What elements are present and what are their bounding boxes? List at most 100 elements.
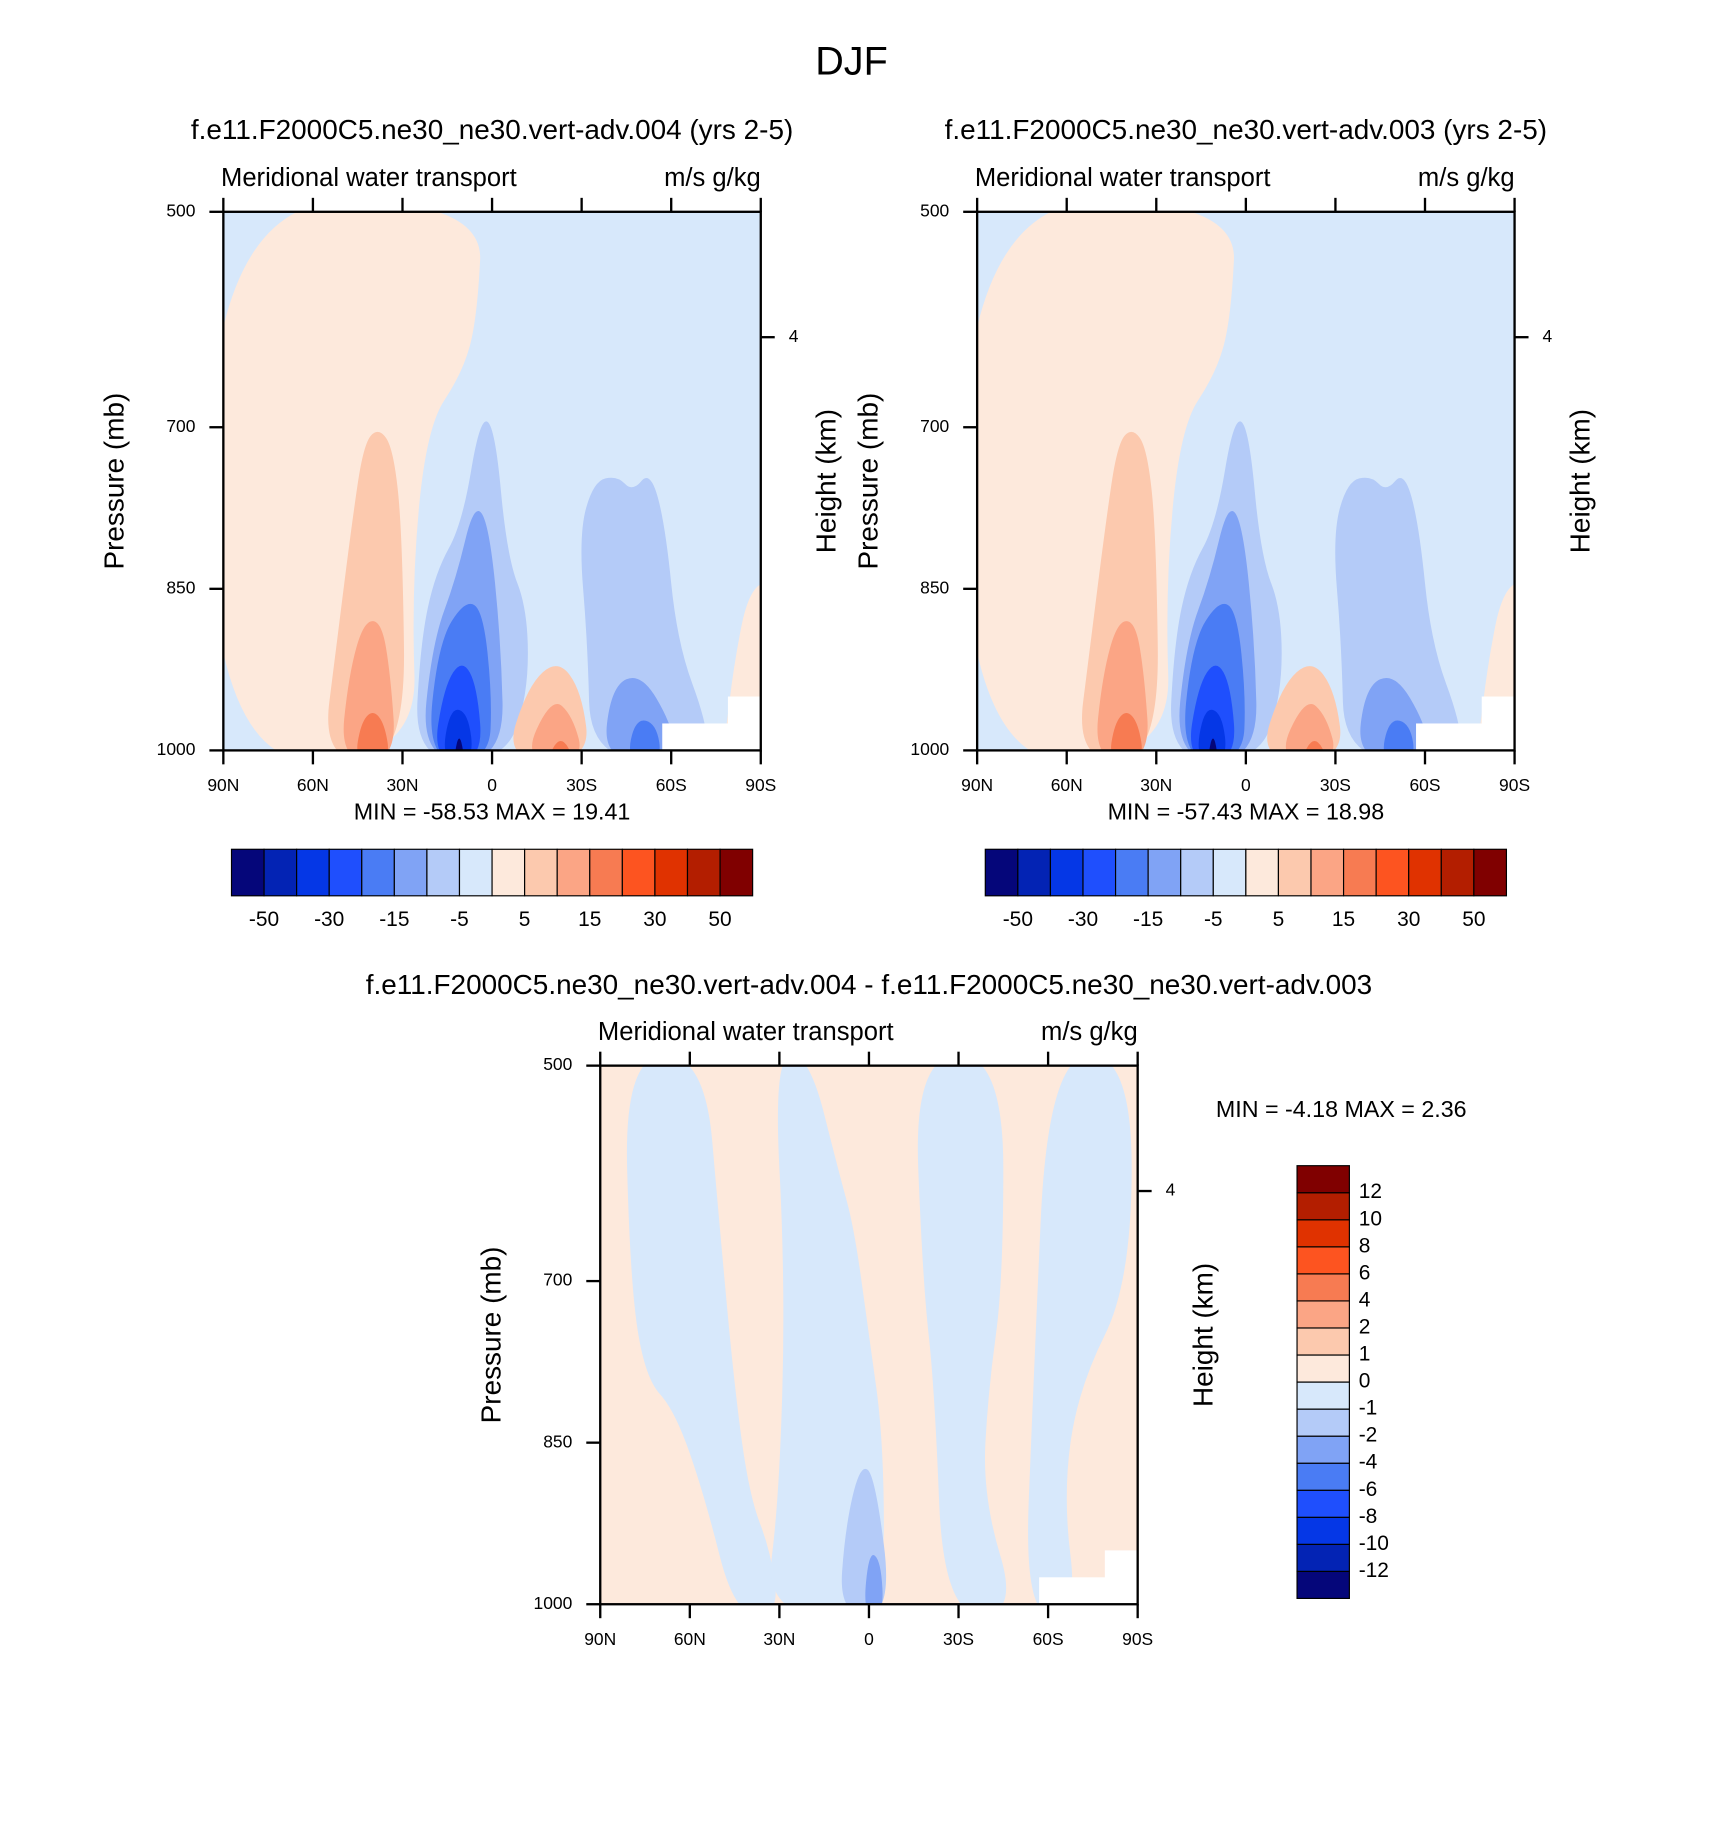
- colorbar-box: [1296, 1543, 1350, 1572]
- panel-title: f.e11.F2000C5.ne30_ne30.vert-adv.004 (yr…: [191, 114, 793, 145]
- x-tick-label: 90N: [961, 775, 993, 795]
- colorbar-box: [1296, 1435, 1350, 1464]
- colorbar-label: 30: [1397, 908, 1420, 931]
- contour-fill: [1097, 621, 1148, 751]
- x-tick-label: 90S: [1499, 775, 1530, 795]
- colorbar-box: [719, 848, 754, 897]
- y-tick-label: 700: [543, 1270, 572, 1290]
- colorbar-box: [1296, 1354, 1350, 1383]
- colorbar-box: [1375, 848, 1410, 897]
- x-tick-label: 60S: [656, 775, 687, 795]
- colorbar-box: [1017, 848, 1052, 897]
- colorbar-label: -6: [1359, 1478, 1378, 1501]
- colorbar-box: [1296, 1489, 1350, 1518]
- colorbar-label: -30: [314, 908, 344, 931]
- contour-fill: [1360, 678, 1429, 751]
- colorbar-label: 30: [643, 908, 666, 931]
- colorbar-box: [1342, 848, 1377, 897]
- colorbar-box: [458, 848, 493, 897]
- x-tick-label: 30N: [1140, 775, 1172, 795]
- x-tick-label: 30S: [1320, 775, 1351, 795]
- colorbar-label: -30: [1068, 908, 1098, 931]
- colorbar-label: -12: [1359, 1559, 1389, 1582]
- x-tick-label: 0: [1241, 775, 1251, 795]
- colorbar-box: [556, 848, 591, 897]
- colorbar-box: [296, 848, 330, 897]
- colorbar-box: [1296, 1516, 1350, 1545]
- x-tick-label: 90S: [745, 775, 776, 795]
- colorbar-label: 8: [1359, 1234, 1371, 1257]
- contour-fill: [343, 621, 394, 751]
- y-tick-label: 1000: [534, 1593, 573, 1613]
- x-tick-label: 90N: [207, 775, 239, 795]
- colorbar-box: [686, 848, 721, 897]
- y2-axis-label: Height (km): [811, 409, 842, 553]
- colorbar-box: [1296, 1246, 1350, 1275]
- contour-fill: [626, 1065, 776, 1605]
- colorbar-box: [1212, 848, 1247, 897]
- y2-tick-label: 4: [1166, 1180, 1176, 1200]
- contour-fill: [606, 678, 675, 751]
- contour-fill: [917, 1065, 1007, 1605]
- colorbar-box: [393, 848, 428, 897]
- colorbar-label: -8: [1359, 1505, 1378, 1528]
- colorbar-label: -50: [249, 908, 279, 931]
- contour-fill: [455, 738, 463, 751]
- contour-fill: [532, 704, 580, 751]
- colorbar-label: 6: [1359, 1261, 1371, 1284]
- colorbar-box: [1277, 848, 1312, 897]
- colorbar-box: [328, 848, 363, 897]
- contour-fill: [1335, 477, 1461, 751]
- x-tick-label: 30S: [943, 1629, 974, 1649]
- panel-title: f.e11.F2000C5.ne30_ne30.vert-adv.004 - f…: [366, 969, 1372, 1000]
- x-tick-label: 0: [487, 775, 497, 795]
- colorbar-box: [1440, 848, 1475, 897]
- x-tick-label: 60N: [297, 775, 329, 795]
- x-tick-label: 60S: [1033, 1629, 1064, 1649]
- x-tick-label: 30S: [566, 775, 597, 795]
- x-tick-label: 60N: [674, 1629, 706, 1649]
- colorbar-box: [1473, 848, 1508, 897]
- y2-tick-label: 4: [1542, 326, 1552, 346]
- y-tick-label: 850: [543, 1431, 572, 1451]
- contour-fill: [357, 712, 388, 751]
- panel: f.e11.F2000C5.ne30_ne30.vert-adv.004 (yr…: [99, 114, 842, 931]
- colorbar-box: [621, 848, 656, 897]
- y-axis-label: Pressure (mb): [99, 393, 130, 570]
- colorbar-box: [1180, 848, 1214, 897]
- colorbar-label: 12: [1359, 1180, 1382, 1203]
- colorbar-box: [1296, 1165, 1350, 1194]
- y2-axis-label: Height (km): [1564, 409, 1595, 553]
- colorbar-box: [491, 848, 526, 897]
- colorbar-box: [1147, 848, 1182, 897]
- x-tick-label: 0: [864, 1629, 874, 1649]
- y-tick-label: 700: [166, 416, 195, 436]
- panel-title: f.e11.F2000C5.ne30_ne30.vert-adv.003 (yr…: [945, 114, 1547, 145]
- colorbar-box: [984, 848, 1019, 897]
- colorbar-label: -15: [1133, 908, 1163, 931]
- contour-fill: [1305, 740, 1324, 751]
- figure-title: DJF: [815, 40, 888, 84]
- colorbar-label: 15: [1332, 908, 1355, 931]
- colorbar-box: [1296, 1408, 1350, 1437]
- colorbar-box: [1245, 848, 1280, 897]
- colorbar-label: 10: [1359, 1207, 1382, 1230]
- colorbar-box: [1296, 1219, 1350, 1248]
- colorbar-box: [1310, 848, 1345, 897]
- right-string: m/s g/kg: [1418, 164, 1515, 192]
- contour-fill: [1285, 704, 1334, 751]
- x-tick-label: 90N: [584, 1629, 616, 1649]
- contour-fill: [1028, 1065, 1132, 1605]
- colorbar-box: [1082, 848, 1117, 897]
- colorbar-label: 5: [1273, 908, 1285, 931]
- panel: f.e11.F2000C5.ne30_ne30.vert-adv.004 - f…: [366, 969, 1467, 1649]
- y-axis-label: Pressure (mb): [852, 393, 883, 570]
- colorbar-label: -1: [1359, 1397, 1378, 1420]
- colorbar-box: [263, 848, 298, 897]
- colorbar-box: [1296, 1462, 1350, 1491]
- x-tick-label: 60N: [1051, 775, 1083, 795]
- colorbar-label: -10: [1359, 1532, 1389, 1555]
- colorbar-box: [361, 848, 395, 897]
- y-tick-label: 850: [166, 577, 195, 597]
